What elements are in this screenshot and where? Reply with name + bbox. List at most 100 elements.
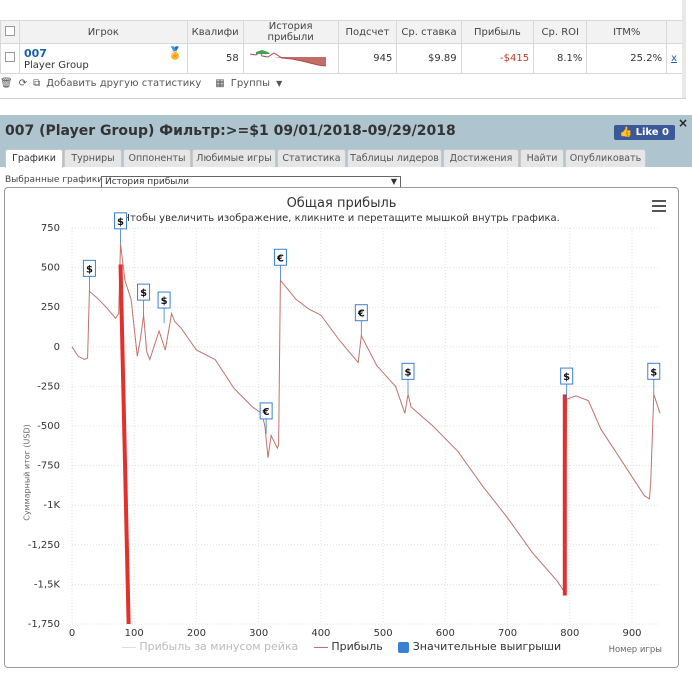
y-tick-label: -1K (43, 500, 60, 511)
legend-swatch-big-wins (398, 641, 410, 653)
big-win-marker (157, 291, 171, 309)
big-win-symbol: $ (650, 367, 657, 378)
chart-title: Общая прибыль (286, 196, 397, 211)
add-stat-icon: ⧉ (33, 78, 41, 89)
legend-label-big-wins: Значительные выигрыши (412, 640, 562, 653)
x-tick-label: 800 (560, 628, 579, 639)
tab-achievements[interactable]: Достижения (443, 149, 519, 167)
col-count[interactable]: Подсчет (337, 20, 398, 44)
big-win-symbol: $ (117, 217, 124, 228)
groups-icon: ▦ (215, 78, 225, 89)
table-row: 007 Player Group 🏅 58 945 $9.89 -$415 8.… (0, 43, 686, 74)
x-tick-label: 0 (69, 628, 75, 639)
stats-table: Игрок Квалифи История прибыли Подсчет Ср… (0, 20, 686, 74)
profit-chart[interactable]: 750 500 250 0 -250 -500 -750 -1K -1,250 -1,5K -1,7… (5, 188, 678, 667)
select-all-cell[interactable] (0, 20, 20, 44)
tabs-bar: Графики Турниры Оппоненты Любимые игры С… (0, 147, 692, 168)
x-tick-label: 900 (622, 628, 641, 639)
y-tick-label: -1,750 (28, 619, 60, 630)
legend-label-profit: Прибыль (331, 640, 383, 653)
col-avg-stake[interactable]: Ср. ставка (396, 20, 462, 44)
legend-item-profit[interactable]: Прибыль (313, 640, 383, 653)
profit-sparkline-cell (242, 43, 339, 74)
chart-subtitle: Чтобы увеличить изображение, кликните и … (123, 213, 560, 224)
big-win-symbol: $ (405, 367, 412, 378)
chevron-down-icon[interactable]: ▼ (276, 79, 283, 88)
x-tick-label: 400 (311, 628, 330, 639)
tab-find[interactable]: Найти (520, 149, 564, 167)
legend-item-big-wins[interactable]: Значительные выигрыши (398, 640, 561, 653)
big-win-marker (354, 304, 368, 322)
thumbs-up-icon: 👍 (619, 127, 633, 138)
col-itm[interactable]: ITM% (586, 20, 668, 44)
y-tick-label: -1,5K (34, 579, 61, 590)
y-tick-label: -1,250 (28, 540, 60, 551)
big-win-marker (259, 402, 273, 420)
y-tick-label: 250 (41, 302, 60, 313)
col-profit[interactable]: Прибыль (460, 20, 535, 44)
groups-dropdown[interactable]: Группы (230, 78, 271, 89)
y-tick-label: 0 (54, 342, 60, 353)
y-tick-label: -250 (37, 381, 60, 392)
tab-opponents[interactable]: Оппоненты (123, 149, 191, 167)
col-remove (666, 20, 686, 44)
tab-statistics[interactable]: Статистика (277, 149, 346, 167)
qualified-value: 58 (186, 43, 244, 74)
x-tick-label: 300 (249, 628, 268, 639)
tab-graphs[interactable]: Графики (5, 149, 63, 168)
tab-publish[interactable]: Опубликовать (565, 149, 646, 167)
big-win-marker (82, 259, 96, 277)
select-all-checkbox[interactable] (5, 25, 15, 36)
graphs-label: Выбранные графики: (5, 175, 107, 185)
player-group: Player Group (24, 59, 89, 71)
chevron-down-icon: ▼ (390, 177, 397, 186)
x-tick-label: 500 (374, 628, 393, 639)
refresh-icon[interactable]: ⟳ (18, 78, 28, 89)
chart-legend: Прибыль за минусом рейка Прибыль Значите… (5, 640, 678, 653)
row-checkbox-cell[interactable] (0, 43, 20, 74)
profit-value: -$415 (460, 43, 535, 74)
big-win-marker (647, 362, 661, 380)
profit-sparkline (249, 50, 326, 67)
big-win-symbol: $ (140, 288, 147, 299)
chart-menu-icon[interactable] (652, 200, 666, 215)
y-tick-label: 750 (41, 223, 60, 234)
row-checkbox[interactable] (5, 52, 15, 62)
player-name-link[interactable]: 007 (24, 46, 47, 60)
x-axis-title: Номер игры (608, 645, 662, 655)
remove-row-link[interactable]: x (671, 53, 677, 64)
legend-label-net: Прибыль за минусом рейка (139, 640, 299, 653)
player-header: 007 (Player Group) Фильтр:>=$1 09/01/201… (0, 115, 692, 147)
big-win-symbol: $ (161, 296, 168, 307)
facebook-like-button[interactable]: 👍 Like 0 (613, 125, 675, 140)
x-tick-label: 200 (187, 628, 206, 639)
big-win-symbol: $ (86, 264, 93, 275)
col-qualified[interactable]: Квалифи (186, 20, 244, 44)
col-profit-history[interactable]: История прибыли (242, 20, 339, 44)
itm-value: 25.2% (586, 43, 668, 74)
avg-stake-value: $9.89 (396, 43, 462, 74)
count-value: 945 (337, 43, 398, 74)
big-win-marker (137, 283, 151, 301)
col-player[interactable]: Игрок (19, 20, 188, 44)
medal-icon: 🏅 (167, 46, 183, 60)
col-avg-roi[interactable]: Ср. ROI (533, 20, 588, 44)
page-title: 007 (Player Group) Фильтр:>=$1 09/01/201… (5, 123, 456, 139)
x-tick-label: 100 (125, 628, 144, 639)
player-cell: 007 Player Group 🏅 (19, 43, 188, 74)
tab-leaderboards[interactable]: Таблицы лидеров (347, 149, 442, 167)
tab-tournaments[interactable]: Турниры (64, 149, 122, 167)
y-tick-label: -500 (37, 421, 60, 432)
chart-container[interactable]: Общая прибыль Чтобы увеличить изображени… (4, 187, 679, 668)
legend-item-net[interactable]: Прибыль за минусом рейка (121, 640, 299, 653)
big-win-symbol: € (276, 253, 284, 264)
big-win-marker (401, 362, 415, 380)
trash-icon[interactable]: 🗑 (0, 78, 13, 89)
big-win-marker (560, 367, 574, 385)
remove-cell[interactable]: x (666, 43, 686, 74)
add-stat-link[interactable]: Добавить другую статистику (46, 78, 202, 89)
tab-favorite-games[interactable]: Любимые игры (192, 149, 276, 167)
y-tick-label: -750 (37, 461, 60, 472)
close-icon[interactable]: × (677, 116, 688, 130)
big-win-marker (273, 248, 287, 266)
